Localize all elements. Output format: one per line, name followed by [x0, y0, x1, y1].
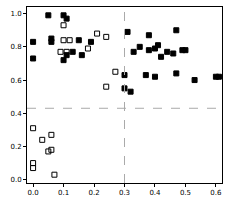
- svg-text:0.4: 0.4: [149, 189, 161, 197]
- svg-text:0.5: 0.5: [180, 189, 191, 197]
- svg-text:0.0: 0.0: [28, 189, 39, 197]
- svg-text:1.0: 1.0: [10, 10, 21, 18]
- svg-text:0.2: 0.2: [10, 143, 21, 151]
- svg-text:0.2: 0.2: [88, 189, 99, 197]
- svg-text:0.4: 0.4: [10, 110, 22, 118]
- svg-text:0.6: 0.6: [210, 189, 222, 197]
- svg-text:0.8: 0.8: [10, 43, 21, 51]
- svg-text:0.0: 0.0: [10, 176, 21, 184]
- svg-text:0.6: 0.6: [10, 77, 22, 85]
- svg-text:0.3: 0.3: [119, 189, 130, 197]
- svg-text:0.1: 0.1: [58, 189, 69, 197]
